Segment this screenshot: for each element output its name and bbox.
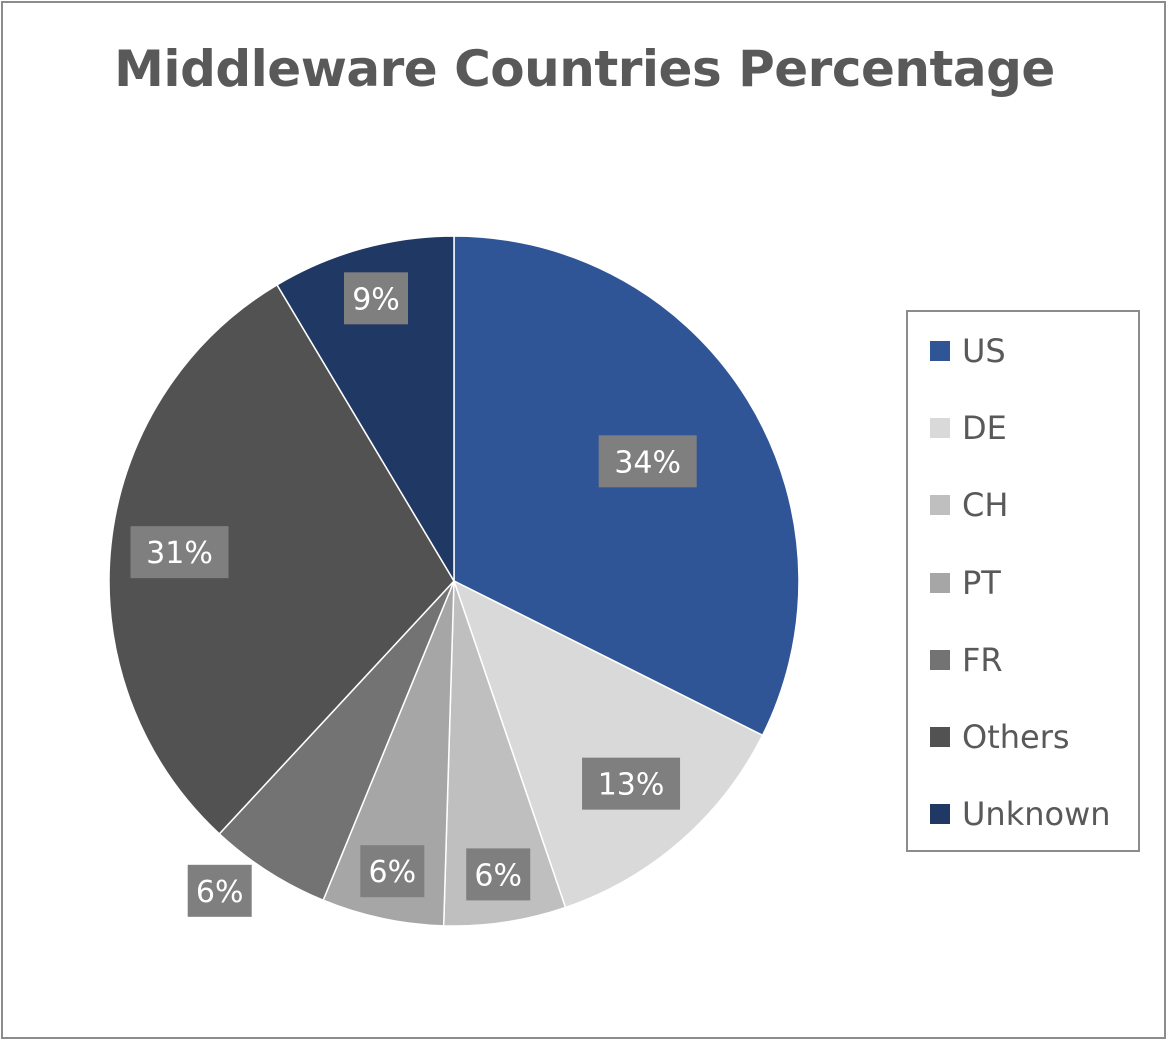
pie-slice-de	[452, 579, 764, 909]
legend-label: FR	[962, 640, 1003, 679]
legend-swatch	[930, 495, 950, 516]
data-label-text: 13%	[598, 768, 665, 803]
pie-slice-ch	[442, 580, 567, 927]
pie-slice-others	[108, 283, 455, 835]
legend-item-pt: PT	[930, 563, 1001, 603]
legend-label: Unknown	[962, 795, 1111, 834]
data-label-ch: 6%	[466, 848, 531, 901]
data-label-us: 34%	[598, 435, 697, 488]
legend-label: Others	[962, 718, 1070, 756]
data-label-de: 13%	[582, 757, 681, 810]
legend-swatch	[930, 572, 950, 593]
data-label-fr: 6%	[187, 864, 252, 917]
data-label-text: 31%	[146, 536, 213, 571]
data-label-others: 31%	[130, 526, 229, 579]
chart-title: Middleware Countries Percentage	[114, 40, 1055, 98]
legend-label: PT	[962, 563, 1001, 602]
pie-slice-fr	[218, 580, 455, 902]
data-label-text: 34%	[614, 445, 681, 480]
data-label-text: 6%	[196, 875, 244, 910]
data-label-box	[343, 272, 408, 325]
legend-swatch	[930, 804, 950, 825]
data-label-text: 9%	[352, 282, 400, 317]
data-label-pt: 6%	[360, 845, 425, 898]
legend-item-others: Others	[930, 717, 1070, 757]
legend-swatch	[930, 418, 950, 439]
data-label-unknown: 9%	[343, 272, 408, 325]
legend-item-fr: FR	[930, 640, 1003, 680]
legend-item-us: US	[930, 331, 1006, 371]
legend-swatch	[930, 727, 950, 747]
legend-label: DE	[962, 409, 1007, 448]
data-label-box	[130, 526, 229, 579]
data-label-text: 6%	[369, 855, 417, 890]
legend-item-unknown: Unknown	[930, 794, 1111, 834]
chart-legend: US DE CH PT FR Others Unknown	[906, 310, 1140, 852]
legend-item-de: DE	[930, 408, 1007, 448]
data-label-box	[466, 848, 531, 901]
data-label-box	[360, 845, 425, 898]
pie-slice-pt	[322, 580, 455, 927]
legend-label: CH	[962, 486, 1009, 525]
pie-slice-unknown	[276, 235, 455, 584]
legend-item-ch: CH	[930, 485, 1008, 525]
legend-swatch	[930, 341, 950, 361]
data-label-box	[598, 435, 697, 488]
legend-swatch	[930, 649, 950, 670]
legend-label: US	[962, 332, 1006, 370]
data-label-box	[187, 864, 252, 917]
data-label-text: 6%	[474, 858, 522, 893]
data-label-box	[582, 757, 681, 810]
